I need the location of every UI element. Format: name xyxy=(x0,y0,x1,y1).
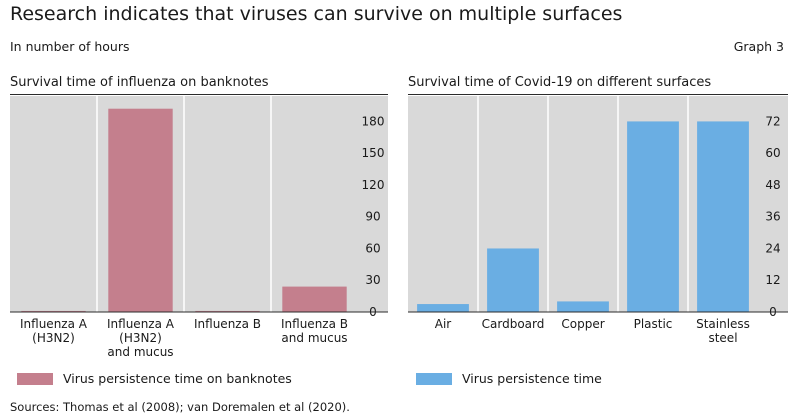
axis-background xyxy=(758,96,788,312)
legend-swatch xyxy=(17,372,53,385)
y-tick-label: 72 xyxy=(765,114,780,128)
bar xyxy=(282,286,347,312)
bar xyxy=(21,310,86,312)
category-label-line: Cardboard xyxy=(482,317,545,331)
bar xyxy=(195,310,260,312)
category-label-line: and mucus xyxy=(281,331,347,345)
category-label-line: Influenza A xyxy=(107,317,175,331)
category-label: Cardboard xyxy=(482,317,545,331)
panel1-title: Survival time of influenza on banknotes xyxy=(10,75,269,90)
y-tick-label: 60 xyxy=(765,146,780,160)
category-label-line: (H3N2) xyxy=(32,331,75,345)
category-label: Air xyxy=(435,317,452,331)
bar xyxy=(627,121,679,312)
category-label: Influenza B xyxy=(194,317,261,331)
category-label-line: Air xyxy=(435,317,452,331)
y-tick-label: 30 xyxy=(365,273,380,287)
category-label-line: and mucus xyxy=(107,345,173,359)
sources-note: Sources: Thomas et al (2008); van Dorema… xyxy=(10,400,350,414)
category-label: Influenza A (H3N2) and mucus xyxy=(107,317,175,359)
category-label: Stainless steel xyxy=(696,317,750,345)
y-tick-label: 36 xyxy=(765,210,780,224)
bar xyxy=(108,108,173,313)
y-tick-label: 24 xyxy=(765,241,780,255)
category-label-line: Influenza B xyxy=(281,317,348,331)
category-label: Plastic xyxy=(634,317,673,331)
category-label: Copper xyxy=(561,317,604,331)
y-tick-label: 180 xyxy=(362,114,385,128)
panel1-title-rule xyxy=(10,94,388,95)
page-title: Research indicates that viruses can surv… xyxy=(10,3,623,25)
axis-background xyxy=(358,96,388,312)
legend-label: Virus persistence time xyxy=(462,371,602,386)
category-label-line: steel xyxy=(708,331,737,345)
y-tick-label: 90 xyxy=(365,210,380,224)
y-tick-label: 48 xyxy=(765,178,780,192)
category-label-line: Stainless xyxy=(696,317,750,331)
panel2-legend: Virus persistence time xyxy=(416,371,602,386)
category-label-line: Copper xyxy=(561,317,604,331)
bar xyxy=(487,248,539,312)
legend-label: Virus persistence time on banknotes xyxy=(63,371,292,386)
panel1-legend: Virus persistence time on banknotes xyxy=(17,371,292,386)
y-tick-label: 60 xyxy=(365,241,380,255)
y-tick-label: 12 xyxy=(765,273,780,287)
y-tick-label: 150 xyxy=(362,146,385,160)
category-label-line: Influenza A xyxy=(20,317,88,331)
bar xyxy=(557,301,609,312)
category-label-line: Influenza B xyxy=(194,317,261,331)
category-label-line: (H3N2) xyxy=(119,331,162,345)
graph-number: Graph 3 xyxy=(733,39,784,54)
bar xyxy=(417,304,469,312)
bar xyxy=(697,121,749,312)
units-label: In number of hours xyxy=(10,39,130,54)
category-label-line: Plastic xyxy=(634,317,673,331)
category-label: Influenza A (H3N2) xyxy=(20,317,88,345)
panel2-title: Survival time of Covid-19 on different s… xyxy=(408,75,712,90)
panel2-title-rule xyxy=(408,94,788,95)
legend-swatch xyxy=(416,372,452,385)
y-tick-label: 120 xyxy=(362,178,385,192)
